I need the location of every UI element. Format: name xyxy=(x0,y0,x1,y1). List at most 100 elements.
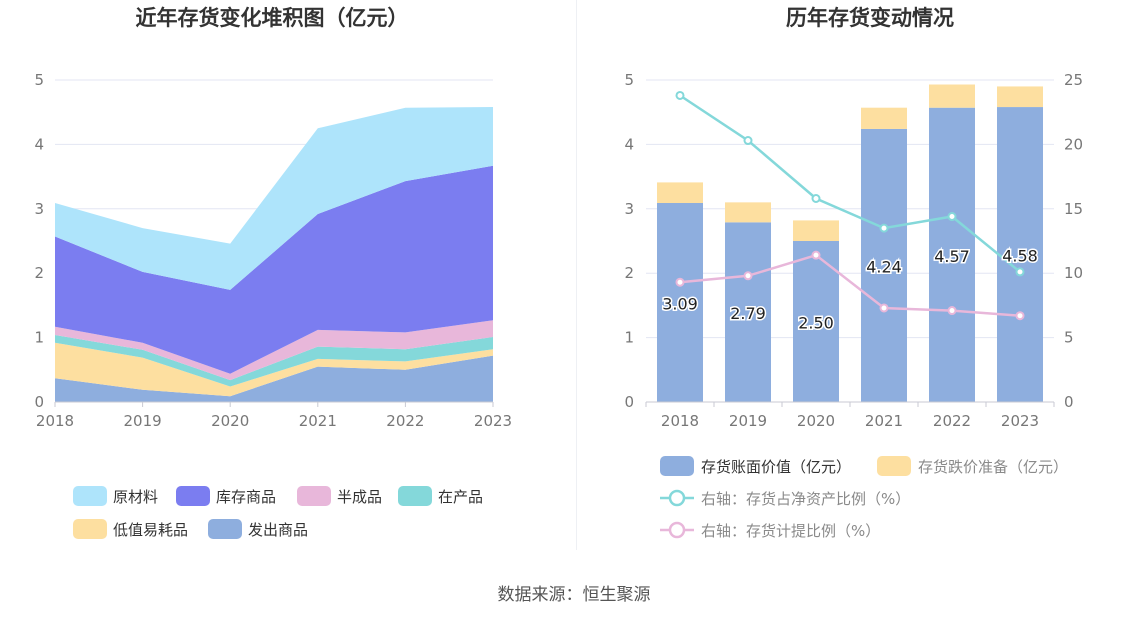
bar-value-label: 4.57 xyxy=(934,247,970,266)
right-legend-item[interactable]: 存货跌价准备（亿元） xyxy=(877,456,1068,476)
line-point xyxy=(811,193,821,203)
bar-存货账面价值（亿元） xyxy=(929,107,975,402)
bar-value-label: 3.09 xyxy=(662,295,698,314)
right-legend-label: 存货跌价准备（亿元） xyxy=(918,458,1068,476)
left-y-tick-label: 3 xyxy=(34,200,44,218)
left-y-tick-label: 2 xyxy=(34,264,44,282)
left-legend-item[interactable]: 半成品 xyxy=(297,486,382,506)
left-stacked-area-chart: 0 1 2 3 4 5 2018 2019 2020 2021 2022 2023 原材料 库存商品 半成品… xyxy=(34,71,512,539)
right-x-tick-label: 2020 xyxy=(797,412,835,430)
bar-存货账面价值（亿元） xyxy=(861,128,907,402)
left-x-tick-label: 2018 xyxy=(36,412,74,430)
right-right-y-tick-label: 25 xyxy=(1064,71,1083,89)
area-原材料 xyxy=(55,107,493,290)
bar-存货跌价准备（亿元） xyxy=(725,202,771,223)
left-legend-swatch xyxy=(176,486,210,506)
right-left-y-tick-label: 1 xyxy=(624,329,634,347)
bar-value-label: 4.58 xyxy=(1002,247,1038,266)
left-legend-label: 在产品 xyxy=(438,488,483,506)
right-legend-swatch xyxy=(660,456,694,476)
right-x-tick-label: 2018 xyxy=(661,412,699,430)
area-低值易耗品 xyxy=(55,342,493,397)
line-point xyxy=(1015,311,1025,321)
bar-value-label: 2.50 xyxy=(798,314,834,333)
line-右轴：存货计提比例（%） xyxy=(679,253,1021,317)
line-point xyxy=(743,271,753,281)
right-x-tick-label: 2023 xyxy=(1001,412,1039,430)
right-x-tick-label: 2019 xyxy=(729,412,767,430)
bar-存货跌价准备（亿元） xyxy=(929,84,975,108)
right-legend-item[interactable]: 右轴：存货计提比例（%） xyxy=(660,521,880,540)
left-x-tick-label: 2020 xyxy=(211,412,249,430)
right-left-y-tick-label: 2 xyxy=(624,264,634,282)
right-left-y-tick-label: 4 xyxy=(624,135,634,153)
left-chart-title: 近年存货变化堆积图（亿元） xyxy=(136,6,409,30)
left-legend-item[interactable]: 低值易耗品 xyxy=(73,519,188,539)
right-legend-marker xyxy=(668,521,686,539)
bar-存货账面价值（亿元） xyxy=(725,222,771,402)
left-y-tick-label: 5 xyxy=(34,71,44,89)
left-legend-swatch xyxy=(398,486,432,506)
bar-存货跌价准备（亿元） xyxy=(861,107,907,129)
left-legend-item[interactable]: 库存商品 xyxy=(176,486,276,506)
right-right-y-tick-label: 20 xyxy=(1064,135,1083,153)
right-right-y-tick-label: 5 xyxy=(1064,329,1074,347)
bar-value-label: 4.24 xyxy=(866,257,902,276)
left-legend-item[interactable]: 发出商品 xyxy=(208,519,308,539)
left-legend-label: 半成品 xyxy=(337,488,382,506)
chart-divider xyxy=(576,0,577,550)
area-库存商品 xyxy=(55,165,493,374)
line-右轴：存货占净资产比例（%） xyxy=(679,94,1021,273)
data-source-note: 数据来源：恒生聚源 xyxy=(497,585,651,605)
area-在产品 xyxy=(55,335,493,387)
left-legend-swatch xyxy=(73,519,107,539)
right-left-y-tick-label: 5 xyxy=(624,71,634,89)
right-chart-title: 历年存货变动情况 xyxy=(786,6,954,30)
area-半成品 xyxy=(55,320,493,381)
line-point xyxy=(743,136,753,146)
left-legend-item[interactable]: 在产品 xyxy=(398,486,483,506)
line-point xyxy=(879,303,889,313)
right-legend-label: 右轴：存货计提比例（%） xyxy=(701,522,880,540)
bar-存货跌价准备（亿元） xyxy=(793,220,839,241)
left-legend-label: 低值易耗品 xyxy=(113,521,188,539)
line-point xyxy=(879,223,889,233)
line-point xyxy=(1015,267,1025,277)
left-legend-label: 原材料 xyxy=(113,488,158,506)
right-right-y-tick-label: 0 xyxy=(1064,393,1074,411)
right-left-y-tick-label: 3 xyxy=(624,200,634,218)
right-legend-label: 右轴：存货占净资产比例（%） xyxy=(701,490,910,508)
right-legend-item[interactable]: 存货账面价值（亿元） xyxy=(660,456,851,476)
line-point xyxy=(675,277,685,287)
left-legend-swatch xyxy=(208,519,242,539)
left-x-tick-label: 2019 xyxy=(124,412,162,430)
area-发出商品 xyxy=(55,355,493,402)
left-x-tick-label: 2021 xyxy=(299,412,337,430)
left-y-tick-label: 0 xyxy=(34,393,44,411)
left-y-tick-label: 1 xyxy=(34,329,44,347)
right-legend-marker xyxy=(668,489,686,507)
left-legend-label: 发出商品 xyxy=(248,521,308,539)
left-legend-swatch xyxy=(297,486,331,506)
line-point xyxy=(675,90,685,100)
right-legend-label: 存货账面价值（亿元） xyxy=(701,458,851,476)
right-left-y-tick-label: 0 xyxy=(624,393,634,411)
left-x-tick-label: 2022 xyxy=(386,412,424,430)
left-legend-swatch xyxy=(73,486,107,506)
right-legend-swatch xyxy=(877,456,911,476)
bar-存货跌价准备（亿元） xyxy=(657,182,703,204)
bar-存货账面价值（亿元） xyxy=(997,107,1043,402)
right-x-tick-label: 2022 xyxy=(933,412,971,430)
left-x-tick-label: 2023 xyxy=(474,412,512,430)
right-right-y-tick-label: 15 xyxy=(1064,200,1083,218)
bar-value-label: 2.79 xyxy=(730,304,766,323)
bar-存货跌价准备（亿元） xyxy=(997,86,1043,108)
right-legend-item[interactable]: 右轴：存货占净资产比例（%） xyxy=(660,489,910,508)
left-legend-label: 库存商品 xyxy=(216,488,276,506)
left-legend-item[interactable]: 原材料 xyxy=(73,486,158,506)
right-x-tick-label: 2021 xyxy=(865,412,903,430)
line-point xyxy=(947,212,957,222)
line-point xyxy=(811,250,821,260)
bar-存货账面价值（亿元） xyxy=(657,203,703,402)
